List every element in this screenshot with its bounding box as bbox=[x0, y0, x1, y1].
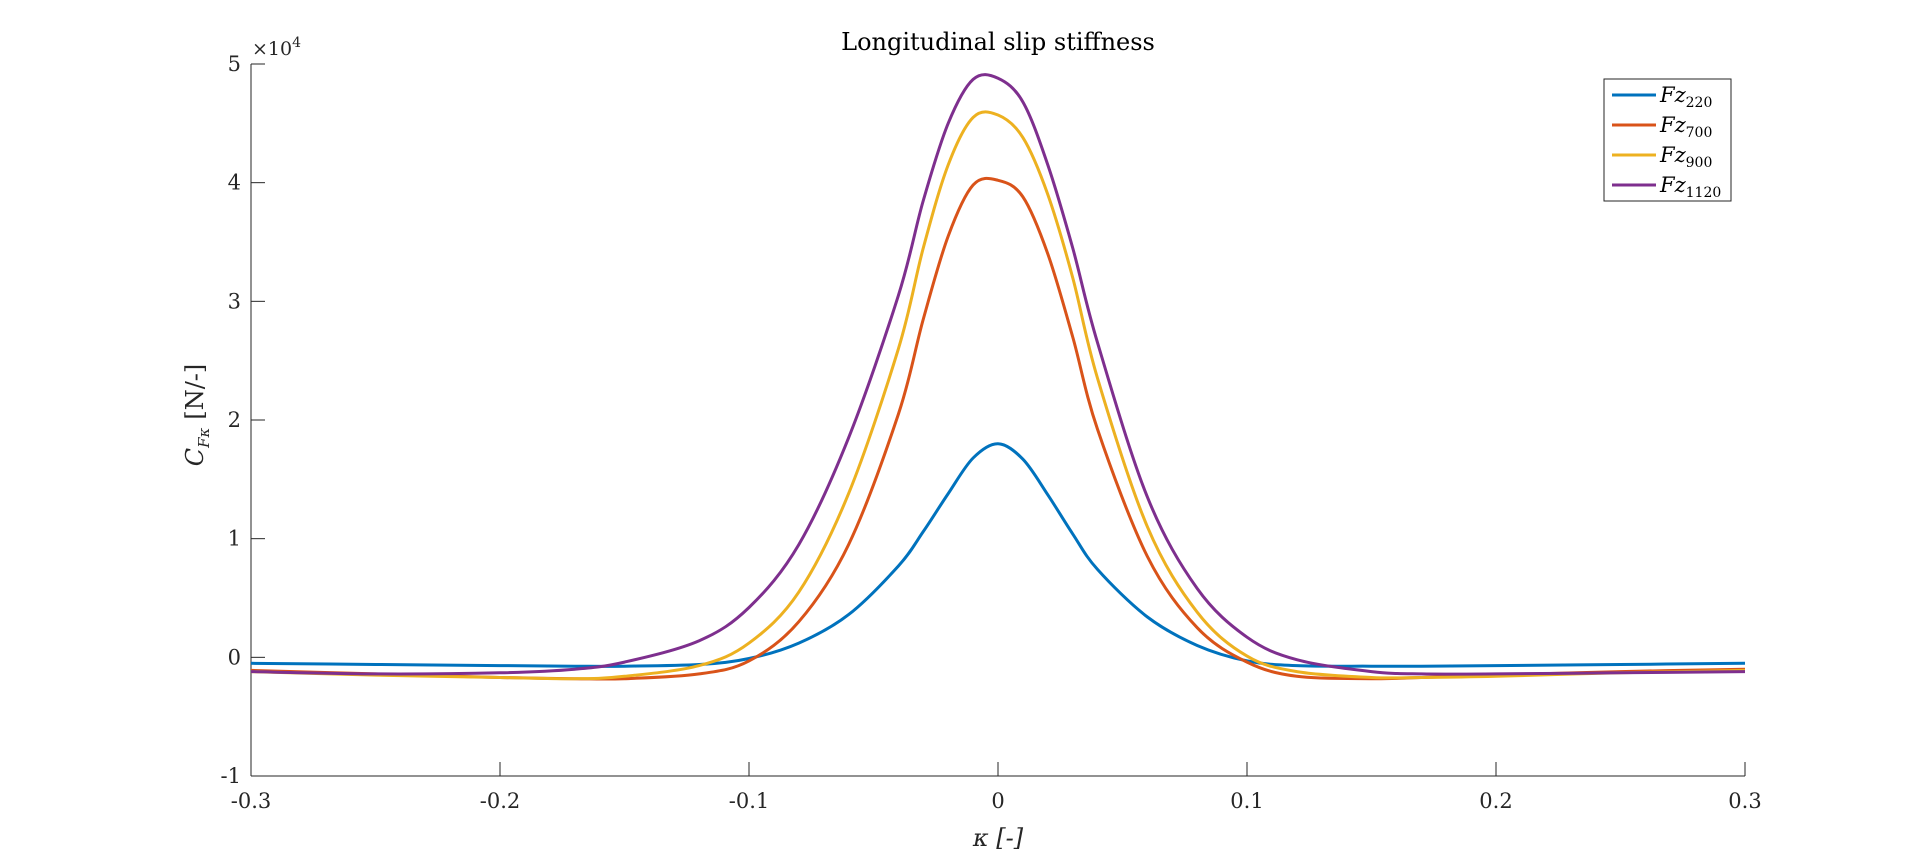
series-line-220 bbox=[250, 442, 1746, 668]
legend-label: Fz1120 bbox=[1659, 173, 1721, 201]
y-tick-label: 4 bbox=[228, 171, 241, 195]
x-tick-label: 0 bbox=[991, 789, 1004, 813]
y-axis-label-units: [N/-] bbox=[181, 364, 209, 420]
y-axis-label-subscript: Fκ bbox=[195, 427, 213, 448]
legend-label: Fz700 bbox=[1659, 113, 1712, 141]
legend-box bbox=[1603, 78, 1732, 202]
y-tick-label: 2 bbox=[228, 408, 241, 432]
y-axis-label-symbol: C bbox=[181, 448, 209, 466]
x-tick-label: 0.2 bbox=[1479, 789, 1512, 813]
x-tick-label: 0.1 bbox=[1230, 789, 1263, 813]
y-tick-label: 1 bbox=[228, 527, 241, 551]
y-tick-label: 0 bbox=[228, 645, 241, 669]
y-axis-label: CFκ [N/-] bbox=[181, 364, 213, 467]
y-tick-label: -1 bbox=[221, 764, 241, 788]
x-tick-label: -0.3 bbox=[231, 789, 272, 813]
y-tick-label: 5 bbox=[228, 52, 241, 76]
y-exponent-label: ×104 bbox=[252, 35, 301, 60]
legend-label: Fz900 bbox=[1659, 143, 1712, 171]
x-tick-label: 0.3 bbox=[1728, 789, 1761, 813]
x-tick-label: -0.2 bbox=[480, 789, 521, 813]
chart-title: Longitudinal slip stiffness bbox=[841, 28, 1155, 56]
y-tick-label: 3 bbox=[228, 289, 241, 313]
x-tick-label: -0.1 bbox=[729, 789, 770, 813]
legend-label: Fz220 bbox=[1659, 83, 1712, 111]
series-line-700 bbox=[250, 176, 1746, 681]
series-line-1120 bbox=[250, 73, 1746, 676]
series-lines bbox=[250, 73, 1746, 681]
axes: -0.3 -0.2 -0.1 0 0.1 0.2 0.3 -1 0 1 2 3 4 5 bbox=[221, 52, 1762, 813]
x-axis-label: κ [-] bbox=[972, 824, 1024, 852]
series-line-900 bbox=[250, 110, 1746, 681]
svg-text:CFκ[N/-]: CFκ [N/-] bbox=[181, 364, 213, 467]
